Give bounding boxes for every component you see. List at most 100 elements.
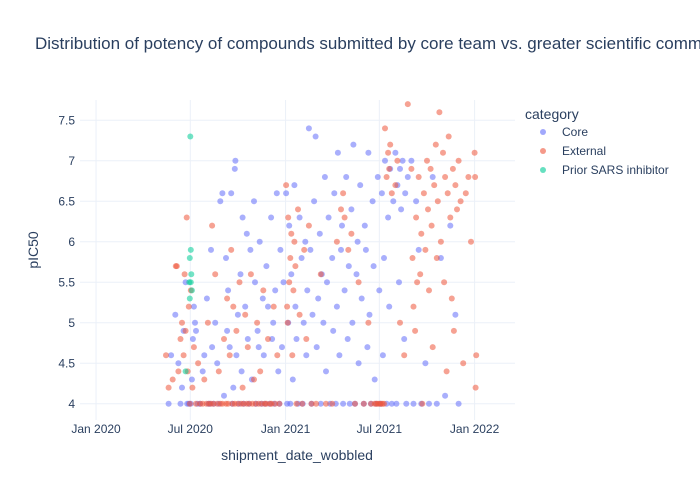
x-tick-label: Jul 2021 [357,422,403,436]
data-point [346,400,353,407]
data-point [169,376,176,383]
data-point [410,400,417,407]
data-point [284,303,291,310]
data-point [221,392,227,399]
data-point [244,336,251,342]
data-point [468,238,474,245]
legend-label: External [562,144,606,158]
data-point [298,255,305,261]
data-point [321,174,328,180]
data-point [212,319,219,326]
data-point [223,255,229,261]
data-point [316,230,323,237]
x-tick-label: Jul 2020 [168,422,214,436]
data-point [179,319,185,326]
data-point [199,368,206,375]
data-point [293,400,300,407]
data-point [305,125,312,132]
legend-label: Core [562,125,588,139]
data-point [226,352,233,359]
data-point [409,255,416,261]
y-tick-label: 4.5 [58,356,75,370]
data-point [269,336,276,342]
data-point [402,190,409,197]
data-point [374,174,381,180]
data-point [293,336,300,342]
data-point [263,263,270,270]
data-point [437,255,444,261]
series-prior-sars-inhibitor [182,133,195,375]
data-point [412,327,419,334]
y-axis-title: pIC50 [25,231,41,269]
data-point [296,311,303,318]
data-point [437,238,444,245]
data-point [448,295,455,302]
data-point [401,336,408,342]
data-point [247,246,254,253]
data-point [193,400,199,407]
data-point [254,327,261,334]
data-point [385,149,392,156]
y-tick-label: 6 [68,235,75,249]
data-point [413,198,420,205]
data-point [238,368,245,375]
data-point [413,214,420,221]
data-point [251,198,257,205]
data-point [233,352,240,359]
data-point [165,384,172,391]
data-point [361,222,368,229]
data-point [419,400,426,407]
x-tick-label: Jan 2020 [71,422,121,436]
data-point [173,263,180,270]
data-point [447,214,454,221]
data-point [268,214,275,221]
data-point [331,190,338,197]
data-point [472,174,479,180]
y-tick-label: 5.5 [58,275,75,289]
data-point [426,287,432,294]
data-point [388,400,395,407]
data-point [312,133,319,140]
data-point [348,206,355,213]
legend-items[interactable]: Core External Prior SARS inhibitor [540,125,669,177]
data-point [283,182,290,189]
data-point [204,319,211,326]
data-point [454,206,460,213]
data-point [386,303,393,310]
legend-item[interactable]: External [540,144,606,158]
data-point [424,157,430,164]
data-point [175,368,182,375]
data-point [215,368,222,375]
data-point [429,344,436,351]
data-point [224,327,231,334]
legend-item[interactable]: Core [540,125,588,139]
legend-marker [540,167,546,173]
data-point [388,190,395,197]
legend-item[interactable]: Prior SARS inhibitor [540,163,669,177]
data-point [415,246,422,253]
data-point [442,174,449,180]
data-point [403,400,410,407]
data-point [256,238,263,245]
data-point [186,295,193,302]
data-point [290,287,297,294]
data-point [291,182,298,189]
data-point [300,319,307,326]
data-point [292,263,299,270]
data-point [339,222,345,229]
data-point [354,238,361,245]
data-point [208,246,214,253]
data-point [379,352,386,359]
data-point [343,174,350,180]
data-point [320,319,327,326]
legend[interactable]: category Core External Prior SARS inhibito… [525,106,669,177]
data-point [431,182,438,189]
data-point [341,214,348,221]
data-point [381,255,387,261]
data-point [183,214,190,221]
data-point [179,384,185,391]
data-point [457,198,464,205]
gridlines [80,100,515,420]
data-point [378,190,385,197]
